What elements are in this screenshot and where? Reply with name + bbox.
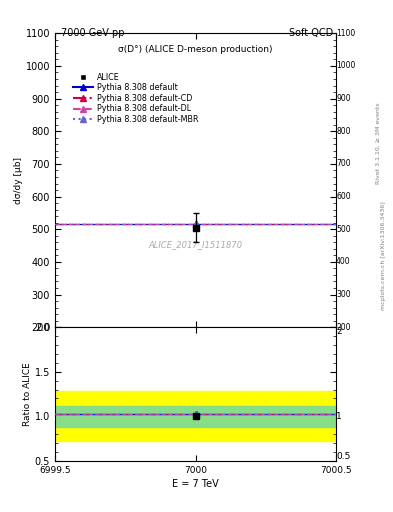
Y-axis label: dσ/dy [μb]: dσ/dy [μb] [14, 157, 23, 204]
Text: Rivet 3.1.10, ≥ 3M events: Rivet 3.1.10, ≥ 3M events [376, 102, 380, 184]
Text: 200: 200 [336, 323, 351, 332]
Text: mcplots.cern.ch [arXiv:1306.3436]: mcplots.cern.ch [arXiv:1306.3436] [381, 202, 386, 310]
Text: 7000 GeV pp: 7000 GeV pp [61, 28, 125, 38]
Text: 600: 600 [336, 192, 351, 201]
Text: 0.5: 0.5 [336, 452, 351, 461]
Legend: ALICE, Pythia 8.308 default, Pythia 8.308 default-CD, Pythia 8.308 default-DL, P: ALICE, Pythia 8.308 default, Pythia 8.30… [73, 73, 199, 124]
Bar [55, 391, 336, 441]
Bar [55, 406, 336, 427]
X-axis label: E = 7 TeV: E = 7 TeV [172, 479, 219, 489]
Text: Soft QCD: Soft QCD [289, 28, 333, 38]
Text: 1100: 1100 [336, 29, 355, 38]
Y-axis label: Ratio to ALICE: Ratio to ALICE [23, 362, 32, 426]
Text: 700: 700 [336, 159, 351, 168]
Text: σ(D°) (ALICE D-meson production): σ(D°) (ALICE D-meson production) [118, 45, 273, 54]
Text: ALICE_2017_I1511870: ALICE_2017_I1511870 [149, 241, 242, 249]
Text: 500: 500 [336, 225, 351, 233]
Text: 2: 2 [336, 327, 342, 336]
Text: 400: 400 [336, 258, 351, 266]
Text: 300: 300 [336, 290, 351, 299]
Text: 1: 1 [336, 412, 342, 421]
Text: 900: 900 [336, 94, 351, 103]
Text: 800: 800 [336, 127, 351, 136]
Text: 1000: 1000 [336, 61, 355, 71]
